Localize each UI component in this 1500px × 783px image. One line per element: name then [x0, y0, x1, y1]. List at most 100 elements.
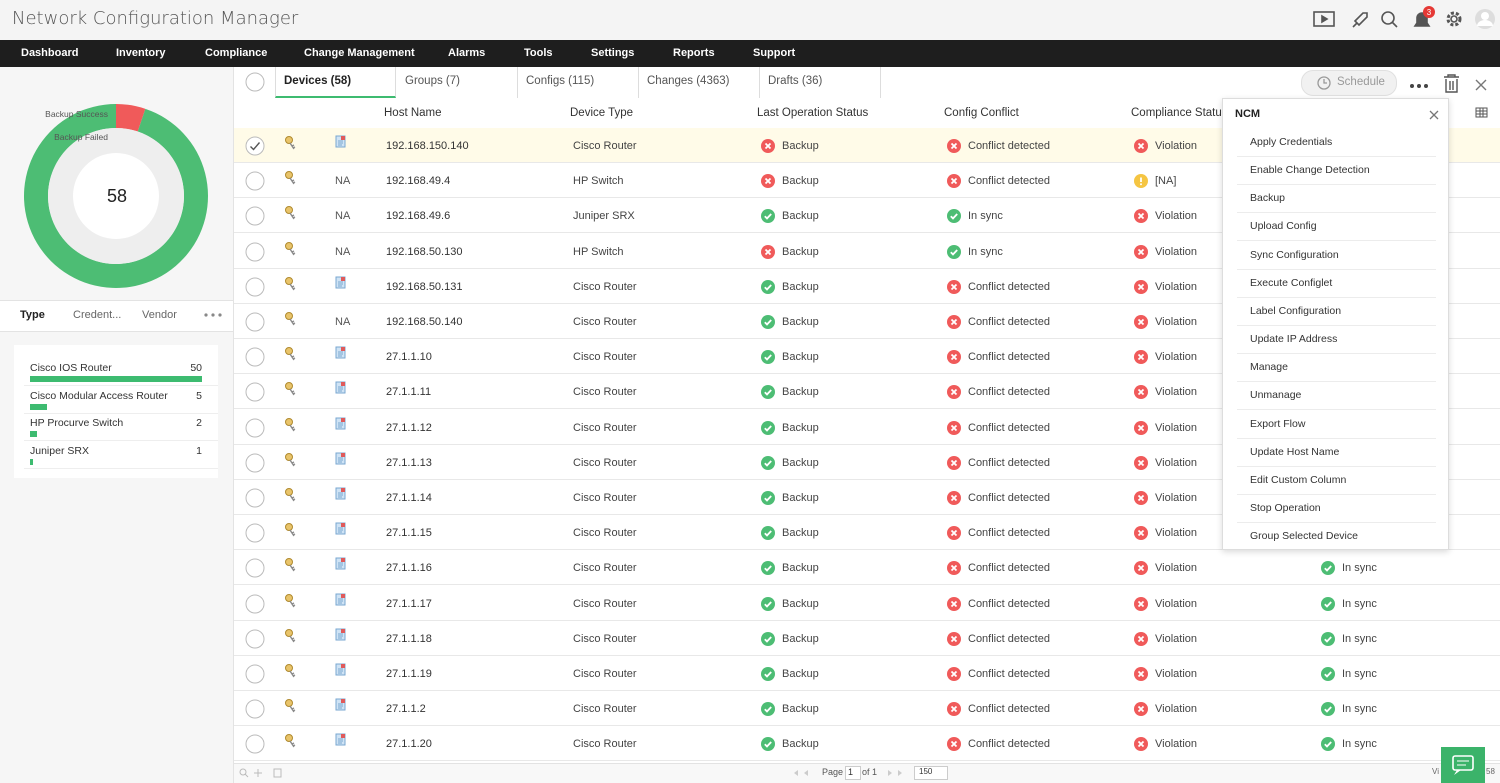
- host-name[interactable]: 27.1.1.18: [386, 632, 432, 645]
- table-row[interactable]: [234, 656, 1500, 691]
- filter-tab[interactable]: Type: [20, 309, 45, 321]
- host-name[interactable]: 27.1.1.19: [386, 668, 432, 680]
- menu-item[interactable]: Update Host Name: [1250, 445, 1340, 458]
- row-checkbox[interactable]: [244, 593, 266, 615]
- row-checkbox[interactable]: [244, 241, 266, 263]
- table-row[interactable]: [234, 726, 1500, 762]
- row-checkbox[interactable]: [244, 698, 266, 720]
- tab[interactable]: Drafts (36): [768, 75, 823, 87]
- column-header[interactable]: Host Name: [384, 107, 442, 119]
- menu-item[interactable]: Update IP Address: [1250, 333, 1338, 346]
- table-row[interactable]: [234, 620, 1500, 656]
- close-icon[interactable]: [1475, 79, 1487, 91]
- nav-item[interactable]: Dashboard: [21, 47, 79, 59]
- menu-item[interactable]: Group Selected Device: [1250, 530, 1358, 543]
- pager-nav-left[interactable]: [790, 767, 818, 779]
- pager-nav-right[interactable]: [882, 767, 910, 779]
- chat-button[interactable]: [1441, 747, 1485, 783]
- nav-item[interactable]: Support: [753, 47, 796, 59]
- menu-item[interactable]: Manage: [1250, 361, 1288, 374]
- row-checkbox[interactable]: [244, 522, 266, 544]
- host-name[interactable]: 27.1.1.17: [386, 597, 432, 610]
- donut-segment[interactable]: [116, 104, 146, 132]
- row-checkbox[interactable]: [244, 170, 266, 192]
- column-header[interactable]: Config Conflict: [944, 107, 1019, 119]
- gear-icon[interactable]: [1446, 11, 1462, 27]
- row-checkbox[interactable]: [244, 346, 266, 368]
- row-checkbox[interactable]: [244, 733, 266, 755]
- row-checkbox[interactable]: [244, 205, 266, 227]
- row-checkbox[interactable]: [244, 417, 266, 439]
- host-name[interactable]: 27.1.1.12: [386, 421, 432, 434]
- menu-item[interactable]: Execute Configlet: [1250, 276, 1333, 289]
- host-name[interactable]: 192.168.150.140: [386, 140, 469, 152]
- menu-item[interactable]: Edit Custom Column: [1250, 473, 1347, 486]
- select-all-checkbox[interactable]: [244, 71, 266, 93]
- host-name[interactable]: 27.1.1.2: [386, 703, 426, 716]
- nav-item[interactable]: Inventory: [116, 47, 166, 59]
- column-header[interactable]: Device Type: [570, 107, 634, 119]
- menu-item[interactable]: Label Configuration: [1250, 304, 1342, 317]
- menu-item[interactable]: Stop Operation: [1250, 501, 1321, 514]
- column-header[interactable]: Compliance Status: [1131, 107, 1228, 119]
- row-checkbox[interactable]: [244, 663, 266, 685]
- filter-tab[interactable]: Vendor: [142, 309, 177, 321]
- filter-tab[interactable]: Credent...: [73, 309, 122, 321]
- menu-item[interactable]: Sync Configuration: [1250, 248, 1339, 261]
- menu-item[interactable]: Apply Credentials: [1250, 136, 1333, 148]
- row-checkbox[interactable]: [244, 311, 266, 333]
- nav-item[interactable]: Alarms: [448, 47, 486, 59]
- host-name[interactable]: 192.168.50.140: [386, 316, 463, 328]
- more-icon[interactable]: [1410, 84, 1428, 88]
- column-header[interactable]: Last Operation Status: [757, 107, 869, 119]
- row-checkbox[interactable]: [244, 628, 266, 650]
- menu-item[interactable]: Backup: [1250, 192, 1286, 205]
- row-checkbox[interactable]: [244, 276, 266, 298]
- host-name[interactable]: 27.1.1.14: [386, 492, 432, 504]
- table-row[interactable]: [234, 585, 1500, 621]
- menu-item[interactable]: Enable Change Detection: [1250, 164, 1370, 177]
- type-name[interactable]: Cisco Modular Access Router: [30, 389, 168, 402]
- host-name[interactable]: 192.168.49.4: [386, 175, 451, 188]
- host-name[interactable]: 27.1.1.13: [386, 456, 432, 469]
- schedule-button[interactable]: [1301, 70, 1397, 96]
- host-name[interactable]: 27.1.1.10: [386, 351, 432, 364]
- host-name[interactable]: 27.1.1.15: [386, 527, 432, 540]
- menu-item[interactable]: Unmanage: [1250, 389, 1302, 402]
- nav-item[interactable]: Reports: [673, 47, 715, 59]
- row-checkbox[interactable]: [244, 452, 266, 474]
- menu-item[interactable]: Upload Config: [1250, 220, 1317, 233]
- filter-more[interactable]: [200, 308, 226, 322]
- rocket-icon[interactable]: [1352, 12, 1368, 28]
- host-name[interactable]: 192.168.49.6: [386, 210, 451, 223]
- type-name[interactable]: Cisco IOS Router: [30, 362, 112, 374]
- schedule-label[interactable]: Schedule: [1337, 76, 1385, 88]
- host-name[interactable]: 27.1.1.20: [386, 738, 432, 751]
- tab[interactable]: Changes (4363): [647, 75, 730, 87]
- host-name[interactable]: 27.1.1.11: [386, 386, 432, 399]
- delete-icon[interactable]: [1444, 74, 1459, 93]
- menu-close[interactable]: [1427, 108, 1441, 122]
- nav-item[interactable]: Compliance: [205, 47, 268, 59]
- monitor-icon[interactable]: [1313, 11, 1335, 27]
- tab[interactable]: Groups (7): [405, 75, 460, 87]
- nav-item[interactable]: Settings: [591, 47, 635, 59]
- row-checkbox[interactable]: [244, 381, 266, 403]
- nav-item[interactable]: Tools: [524, 47, 553, 59]
- row-checkbox[interactable]: [244, 487, 266, 509]
- per-page-select[interactable]: [914, 766, 948, 780]
- host-name[interactable]: 27.1.1.16: [386, 562, 432, 575]
- table-row[interactable]: [234, 550, 1500, 586]
- column-chooser-icon[interactable]: [1474, 106, 1490, 120]
- row-checkbox[interactable]: [244, 135, 266, 157]
- table-row[interactable]: [234, 691, 1500, 727]
- tab[interactable]: Configs (115): [526, 75, 595, 87]
- menu-item[interactable]: Export Flow: [1250, 417, 1306, 430]
- nav-item[interactable]: Change Management: [304, 47, 415, 59]
- tab[interactable]: Devices (58): [284, 75, 352, 87]
- search-icon[interactable]: [1381, 11, 1395, 25]
- type-name[interactable]: HP Procurve Switch: [30, 417, 124, 429]
- type-name[interactable]: Juniper SRX: [30, 444, 89, 457]
- host-name[interactable]: 192.168.50.130: [386, 245, 463, 258]
- host-name[interactable]: 192.168.50.131: [386, 280, 463, 293]
